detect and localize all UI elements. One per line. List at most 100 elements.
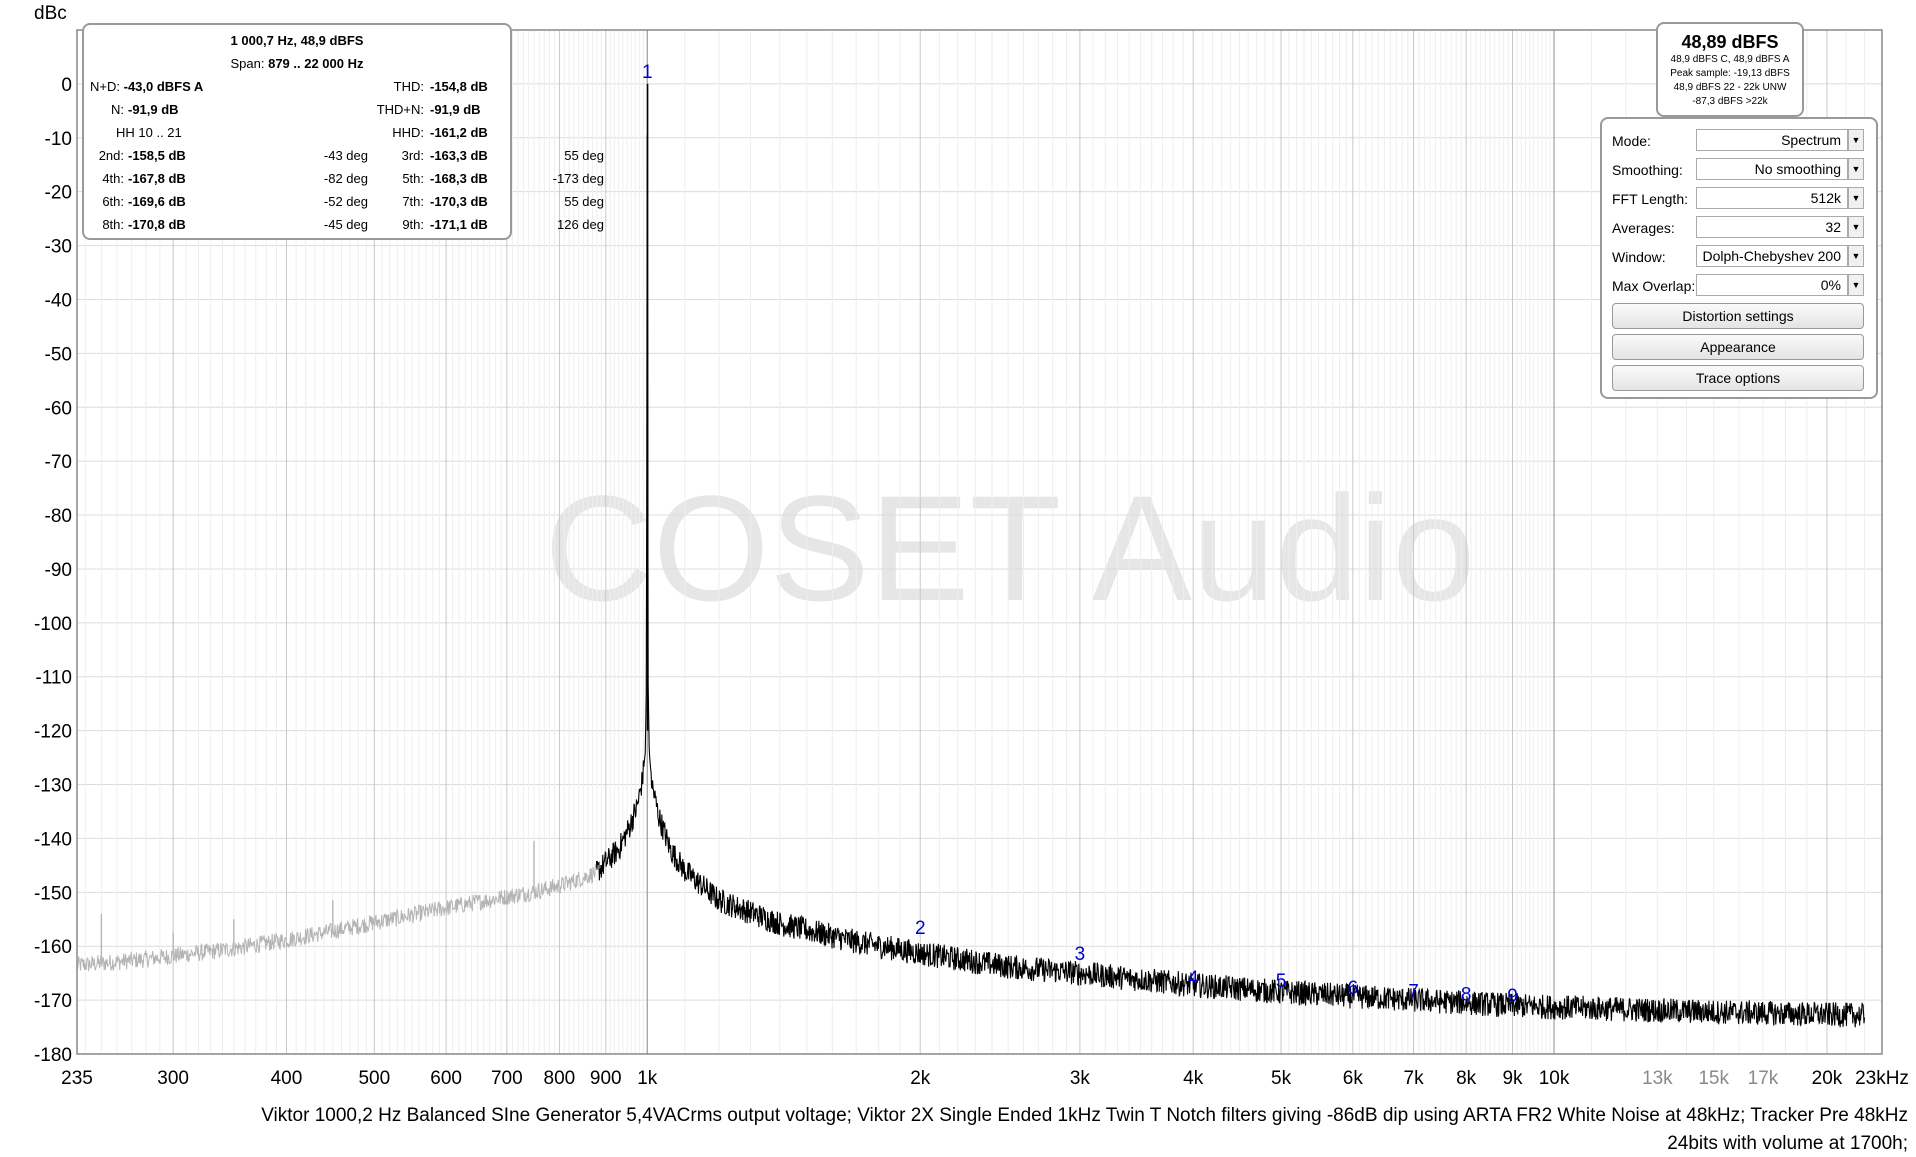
y-tick-label: -180 bbox=[34, 1045, 72, 1066]
h2-phase: -43 deg bbox=[323, 148, 368, 163]
chevron-down-icon[interactable]: ▼ bbox=[1848, 158, 1864, 180]
h7-phase: 55 deg bbox=[564, 194, 604, 209]
y-tick-label: -20 bbox=[45, 183, 72, 204]
h9-phase: 126 deg bbox=[557, 217, 604, 232]
h9-value: -171,1 dB bbox=[430, 217, 488, 232]
x-tick-label: 8k bbox=[1456, 1068, 1477, 1089]
window-label: Window: bbox=[1612, 249, 1666, 265]
hhd-label: HHD: bbox=[392, 125, 424, 140]
spectrum-trace bbox=[76, 864, 597, 972]
x-tick-label: 600 bbox=[430, 1068, 462, 1089]
h2-label: 2nd: bbox=[98, 148, 124, 163]
y-tick-label: -130 bbox=[34, 776, 72, 797]
h5-label: 5th: bbox=[402, 171, 424, 186]
level-line-3: 48,9 dBFS 22 - 22k UNW bbox=[1673, 82, 1787, 93]
mode-select[interactable]: Spectrum bbox=[1696, 129, 1848, 151]
y-tick-label: -30 bbox=[45, 237, 72, 258]
smoothing-row: Smoothing: No smoothing ▼ bbox=[1612, 158, 1872, 182]
harmonic-markers: 1 2 3 4 5 6 7 8 9 bbox=[642, 62, 1518, 1007]
fft-length-row: FFT Length: 512k ▼ bbox=[1612, 187, 1872, 211]
y-axis: 0 -10 -20 -30 -40 -50 -60 -70 -80 -90 -100 -110 -120… bbox=[34, 75, 72, 1066]
n-label: N: bbox=[111, 102, 124, 117]
h7-label: 7th: bbox=[402, 194, 424, 209]
h4-phase: -82 deg bbox=[323, 171, 368, 186]
smoothing-label: Smoothing: bbox=[1612, 162, 1683, 178]
max-overlap-label: Max Overlap: bbox=[1612, 278, 1696, 294]
level-value: 48,89 dBFS bbox=[1681, 32, 1779, 52]
appearance-button[interactable]: Appearance bbox=[1612, 334, 1864, 360]
y-tick-label: -170 bbox=[34, 991, 72, 1012]
y-tick-label: -160 bbox=[34, 937, 72, 958]
span-value: 879 .. 22 000 Hz bbox=[268, 56, 364, 71]
chevron-down-icon[interactable]: ▼ bbox=[1848, 187, 1864, 209]
level-line-1: 48,9 dBFS C, 48,9 dBFS A bbox=[1670, 54, 1790, 65]
h6-label: 6th: bbox=[102, 194, 124, 209]
x-tick-label: 235 bbox=[61, 1068, 93, 1089]
traces bbox=[76, 83, 1866, 1028]
level-line-2: Peak sample: -19,13 dBFS bbox=[1670, 68, 1790, 79]
y-tick-label: -150 bbox=[34, 883, 72, 904]
distortion-settings-button[interactable]: Distortion settings bbox=[1612, 303, 1864, 329]
caption-line-2: 24bits with volume at 1700h; bbox=[1667, 1133, 1908, 1154]
y-tick-label: -60 bbox=[45, 398, 72, 419]
max-overlap-select[interactable]: 0% bbox=[1696, 274, 1848, 296]
level-line-4: -87,3 dBFS >22k bbox=[1692, 96, 1768, 107]
n-value: -91,9 dB bbox=[128, 102, 179, 117]
stats-header: 1 000,7 Hz, 48,9 dBFS bbox=[230, 33, 364, 48]
thd-value: -154,8 dB bbox=[430, 79, 488, 94]
watermark: COSET Audio bbox=[544, 464, 1475, 632]
h4-label: 4th: bbox=[102, 171, 124, 186]
h8-label: 8th: bbox=[102, 217, 124, 232]
chevron-down-icon[interactable]: ▼ bbox=[1848, 216, 1864, 238]
window-select[interactable]: Dolph-Chebyshev 200 bbox=[1696, 245, 1848, 267]
mode-label: Mode: bbox=[1612, 133, 1651, 149]
harmonic-marker: 4 bbox=[1188, 968, 1199, 989]
x-tick-label: 700 bbox=[491, 1068, 523, 1089]
h4-value: -167,8 dB bbox=[128, 171, 186, 186]
distortion-stats-panel[interactable]: 1 000,7 Hz, 48,9 dBFS Span: 879 .. 22 00… bbox=[82, 23, 604, 240]
x-tick-label: 13k bbox=[1642, 1068, 1673, 1089]
h5-value: -168,3 dB bbox=[430, 171, 488, 186]
y-tick-label: -50 bbox=[45, 344, 72, 365]
x-tick-label: 2k bbox=[910, 1068, 931, 1089]
hh-label: HH 10 .. 21 bbox=[116, 125, 182, 140]
y-tick-label: -100 bbox=[34, 614, 72, 635]
trace-options-button[interactable]: Trace options bbox=[1612, 365, 1864, 391]
chevron-down-icon[interactable]: ▼ bbox=[1848, 245, 1864, 267]
h2-value: -158,5 dB bbox=[128, 148, 186, 163]
harmonic-marker: 7 bbox=[1408, 982, 1419, 1003]
x-tick-label: 400 bbox=[271, 1068, 303, 1089]
chevron-down-icon[interactable]: ▼ bbox=[1848, 129, 1864, 151]
x-tick-label: 800 bbox=[544, 1068, 576, 1089]
chevron-down-icon[interactable]: ▼ bbox=[1848, 274, 1864, 296]
h6-phase: -52 deg bbox=[323, 194, 368, 209]
y-tick-label: -140 bbox=[34, 829, 72, 850]
harmonic-marker: 8 bbox=[1461, 984, 1472, 1005]
harmonic-marker: 9 bbox=[1507, 986, 1518, 1007]
harmonic-marker: 6 bbox=[1348, 978, 1359, 999]
x-tick-label: 23kHz bbox=[1855, 1068, 1909, 1089]
h9-label: 9th: bbox=[402, 217, 424, 232]
y-tick-label: -110 bbox=[35, 668, 72, 689]
thdn-label: THD+N: bbox=[376, 102, 424, 117]
spectrum-trace bbox=[595, 134, 1866, 1028]
h3-value: -163,3 dB bbox=[430, 148, 488, 163]
x-axis: 235 300 400 500 600 700 800 900 1k 2k 3k 4k 5k 6k 7k 8k… bbox=[61, 1068, 1909, 1089]
h7-value: -170,3 dB bbox=[430, 194, 488, 209]
y-axis-label: dBc bbox=[34, 3, 67, 24]
averages-select[interactable]: 32 bbox=[1696, 216, 1848, 238]
x-tick-label: 6k bbox=[1343, 1068, 1364, 1089]
y-tick-label: -10 bbox=[45, 129, 72, 150]
h3-label: 3rd: bbox=[401, 148, 424, 163]
h8-phase: -45 deg bbox=[323, 217, 368, 232]
x-tick-label: 300 bbox=[157, 1068, 189, 1089]
fft-length-select[interactable]: 512k bbox=[1696, 187, 1848, 209]
settings-panel: Mode: Spectrum ▼ Smoothing: No smoothing… bbox=[1600, 117, 1878, 399]
mode-row: Mode: Spectrum ▼ bbox=[1612, 129, 1872, 153]
y-tick-label: 0 bbox=[61, 75, 72, 96]
averages-row: Averages: 32 ▼ bbox=[1612, 216, 1872, 240]
level-readout-panel[interactable]: 48,89 dBFS 48,9 dBFS C, 48,9 dBFS A Peak… bbox=[1656, 22, 1804, 117]
x-tick-label: 15k bbox=[1698, 1068, 1729, 1089]
smoothing-select[interactable]: No smoothing bbox=[1696, 158, 1848, 180]
grid bbox=[77, 30, 1882, 1055]
